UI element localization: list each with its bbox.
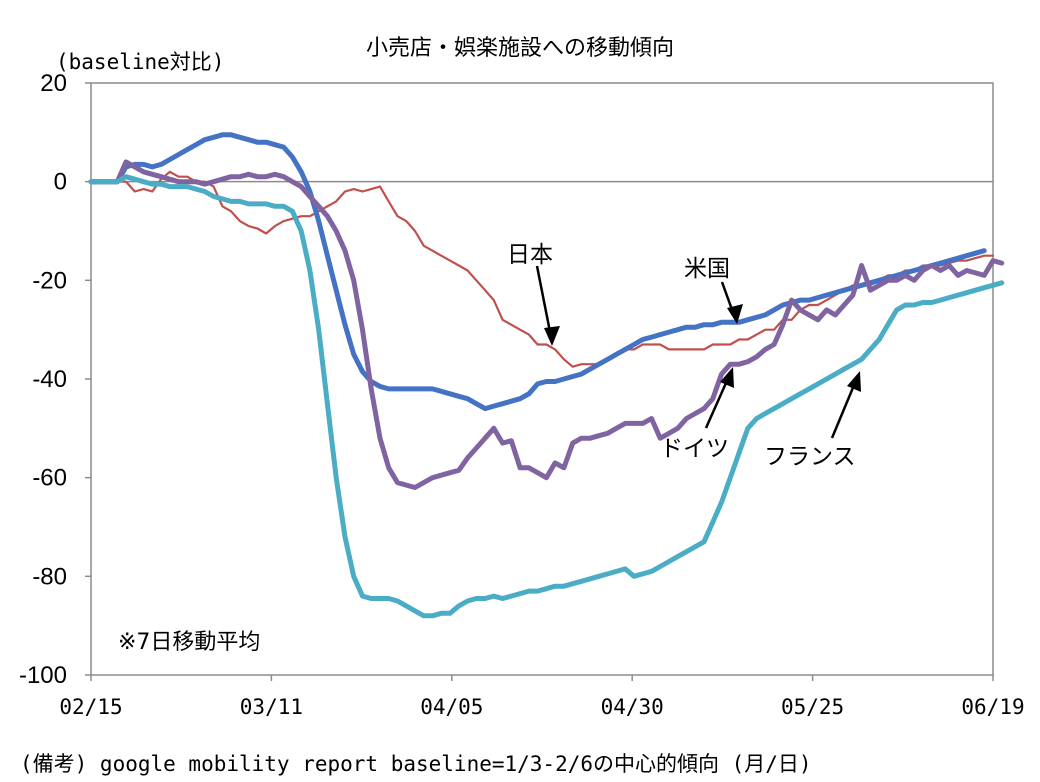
y-tick-label: 20 [40, 70, 67, 97]
arrowhead-japan [544, 326, 560, 346]
axes-layer: 20 0 -20 -40 -60 -80 -100 02/15 03/11 04/05 04/30 0… [19, 70, 1025, 719]
chart-title: 小売店・娯楽施設への移動傾向 [365, 36, 674, 61]
x-tick-label: 05/25 [781, 695, 844, 719]
arrowhead-germany [720, 367, 734, 388]
y-axis-label: (baseline対比) [56, 50, 225, 74]
x-tick-label: 02/15 [59, 695, 122, 719]
x-tick-label: 03/11 [240, 695, 303, 719]
y-tick-label: -80 [32, 563, 67, 590]
y-tick-label: -60 [32, 465, 67, 492]
caption-source: (備考) google mobility report baseline=1/3… [20, 752, 812, 776]
x-tick-label: 06/19 [961, 695, 1024, 719]
arrowhead-france [847, 371, 861, 392]
annotation-layer: 日本 米国 ドイツ フランス [507, 242, 861, 470]
y-tick-label: -40 [32, 366, 67, 393]
y-tick-label: 0 [54, 169, 67, 196]
arrowhead-usa [727, 304, 743, 324]
x-tick-label: 04/30 [601, 695, 664, 719]
label-japan: 日本 [507, 242, 553, 268]
label-germany: ドイツ [660, 436, 729, 462]
label-usa: 米国 [684, 256, 730, 282]
y-tick-label: -20 [32, 267, 67, 294]
x-tick-label: 04/05 [420, 695, 483, 719]
series-line-2 [88, 132, 987, 412]
series-line-3 [88, 159, 1005, 490]
note-moving-average: ※7日移動平均 [118, 630, 261, 655]
series-layer [88, 132, 1005, 619]
label-france: フランス [764, 444, 856, 470]
series-line-4 [88, 174, 1005, 619]
y-tick-label: -100 [19, 662, 67, 689]
